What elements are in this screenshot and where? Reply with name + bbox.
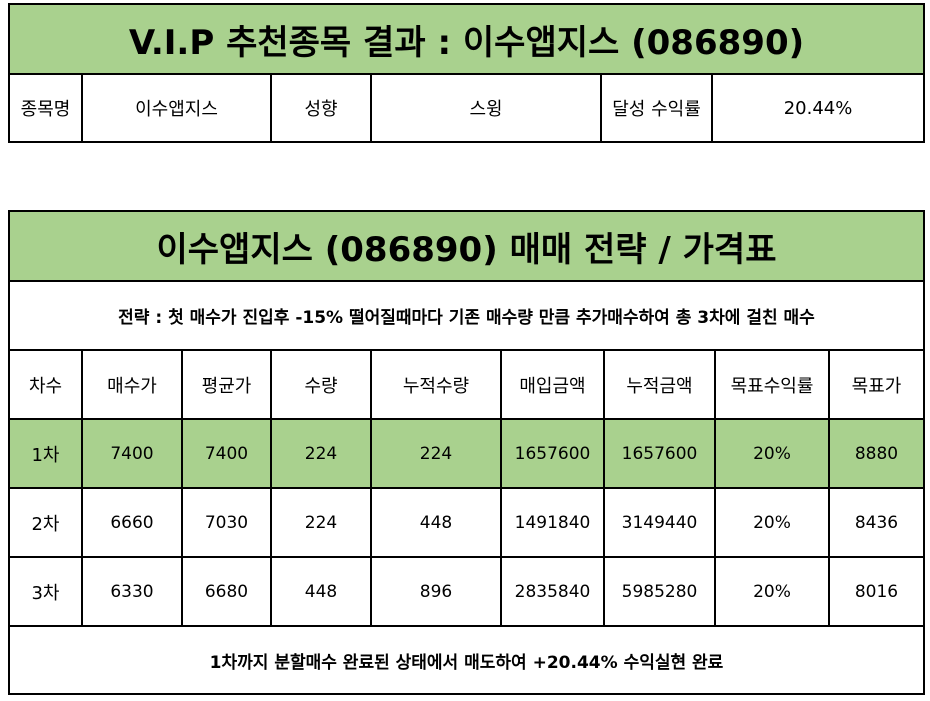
table-cell: 6680: [181, 556, 272, 627]
table-cell: 20%: [714, 487, 830, 558]
return-value: 20.44%: [710, 73, 926, 143]
table-cell: 1차: [8, 418, 83, 489]
table-cell: 8436: [828, 487, 925, 558]
strategy-description: 전략 : 첫 매수가 진입후 -15% 떨어질때마다 기존 매수량 만큼 추가매…: [8, 280, 925, 351]
col-header: 매입금액: [500, 349, 605, 420]
table-cell: 224: [270, 487, 372, 558]
table-cell: 20%: [714, 418, 830, 489]
table-cell: 6330: [81, 556, 183, 627]
style-label: 성향: [270, 73, 372, 143]
summary-table: V.I.P 추천종목 결과 : 이수앱지스 (086890) 종목명 이수앱지스…: [7, 3, 926, 143]
stock-name-label: 종목명: [8, 73, 83, 143]
result-footer: 1차까지 분할매수 완료된 상태에서 매도하여 +20.44% 수익실현 완료: [8, 625, 925, 695]
table-cell: 448: [370, 487, 502, 558]
table-cell: 2차: [8, 487, 83, 558]
table-cell: 8016: [828, 556, 925, 627]
table-cell: 1491840: [500, 487, 605, 558]
table-cell: 448: [270, 556, 372, 627]
table-cell: 5985280: [603, 556, 716, 627]
table-cell: 3차: [8, 556, 83, 627]
table-cell: 20%: [714, 556, 830, 627]
table-row: 3차 6330 6680 448 896 2835840 5985280 20%…: [8, 556, 925, 627]
col-header: 평균가: [181, 349, 272, 420]
stock-name-value: 이수앱지스: [81, 73, 272, 143]
column-header-row: 차수 매수가 평균가 수량 누적수량 매입금액 누적금액 목표수익률 목표가: [8, 349, 925, 420]
col-header: 목표가: [828, 349, 925, 420]
style-value: 스윙: [370, 73, 602, 143]
table-cell: 224: [270, 418, 372, 489]
table-cell: 8880: [828, 418, 925, 489]
table-row: 1차 7400 7400 224 224 1657600 1657600 20%…: [8, 418, 925, 489]
col-header: 차수: [8, 349, 83, 420]
table-cell: 3149440: [603, 487, 716, 558]
table-cell: 224: [370, 418, 502, 489]
table-cell: 896: [370, 556, 502, 627]
table-cell: 6660: [81, 487, 183, 558]
table-cell: 1657600: [603, 418, 716, 489]
table-cell: 1657600: [500, 418, 605, 489]
return-label: 달성 수익률: [600, 73, 713, 143]
strategy-table: 이수앱지스 (086890) 매매 전략 / 가격표 전략 : 첫 매수가 진입…: [8, 210, 925, 695]
col-header: 누적수량: [370, 349, 502, 420]
table-cell: 2835840: [500, 556, 605, 627]
col-header: 수량: [270, 349, 372, 420]
table-row: 2차 6660 7030 224 448 1491840 3149440 20%…: [8, 487, 925, 558]
table-cell: 7030: [181, 487, 272, 558]
col-header: 목표수익률: [714, 349, 830, 420]
col-header: 누적금액: [603, 349, 716, 420]
summary-title: V.I.P 추천종목 결과 : 이수앱지스 (086890): [7, 3, 926, 75]
strategy-title: 이수앱지스 (086890) 매매 전략 / 가격표: [8, 210, 925, 282]
table-cell: 7400: [181, 418, 272, 489]
col-header: 매수가: [81, 349, 183, 420]
table-cell: 7400: [81, 418, 183, 489]
